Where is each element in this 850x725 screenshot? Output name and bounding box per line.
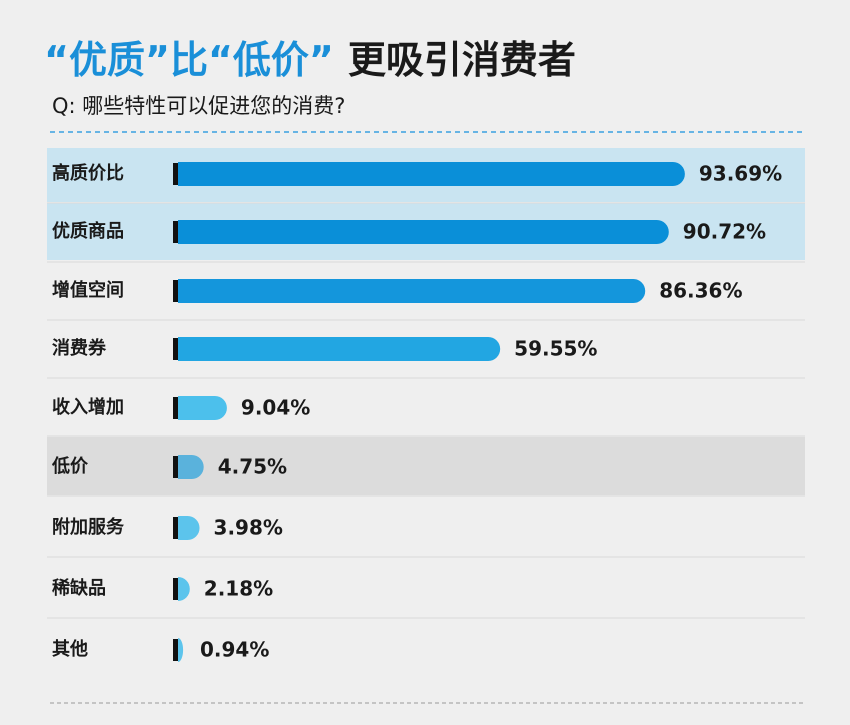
value-label: 90.72% <box>683 220 766 244</box>
bar-marker <box>173 397 178 419</box>
category-label: 高质价比 <box>52 162 124 184</box>
bar <box>178 577 190 601</box>
bar <box>178 220 669 244</box>
bar <box>178 516 200 540</box>
bar <box>178 337 501 361</box>
category-label: 稀缺品 <box>52 577 106 599</box>
value-label: 59.55% <box>514 337 597 361</box>
title-highlight: “优质”比“低价” <box>44 38 334 82</box>
bar-marker <box>173 280 178 302</box>
bar <box>178 455 204 479</box>
bar-marker <box>173 163 178 185</box>
bar-marker <box>173 338 178 360</box>
value-label: 9.04% <box>241 396 310 420</box>
category-label: 其他 <box>52 638 88 660</box>
subtitle: Q: 哪些特性可以促进您的消费? <box>52 94 345 118</box>
bar-marker <box>173 578 178 600</box>
value-label: 0.94% <box>200 638 269 662</box>
category-label: 附加服务 <box>52 516 125 538</box>
value-label: 93.69% <box>699 162 782 186</box>
chart-title: “优质”比“低价” 更吸引消费者 <box>44 38 576 82</box>
category-label: 增值空间 <box>52 279 124 301</box>
bar <box>178 279 646 303</box>
category-label: 消费券 <box>52 337 107 359</box>
bar-marker <box>173 456 178 478</box>
bar-marker <box>173 221 178 243</box>
category-label: 低价 <box>51 455 89 477</box>
bar <box>178 396 227 420</box>
bar-marker <box>173 517 178 539</box>
row-highlight <box>47 437 805 495</box>
value-label: 2.18% <box>204 577 273 601</box>
value-label: 86.36% <box>659 279 742 303</box>
bar <box>178 638 184 662</box>
value-label: 3.98% <box>214 516 283 540</box>
category-label: 收入增加 <box>52 396 124 418</box>
bar <box>178 162 685 186</box>
category-label: 优质商品 <box>52 220 124 242</box>
bar-marker <box>173 639 178 661</box>
value-label: 4.75% <box>218 455 287 479</box>
title-rest: 更吸引消费者 <box>348 38 576 82</box>
